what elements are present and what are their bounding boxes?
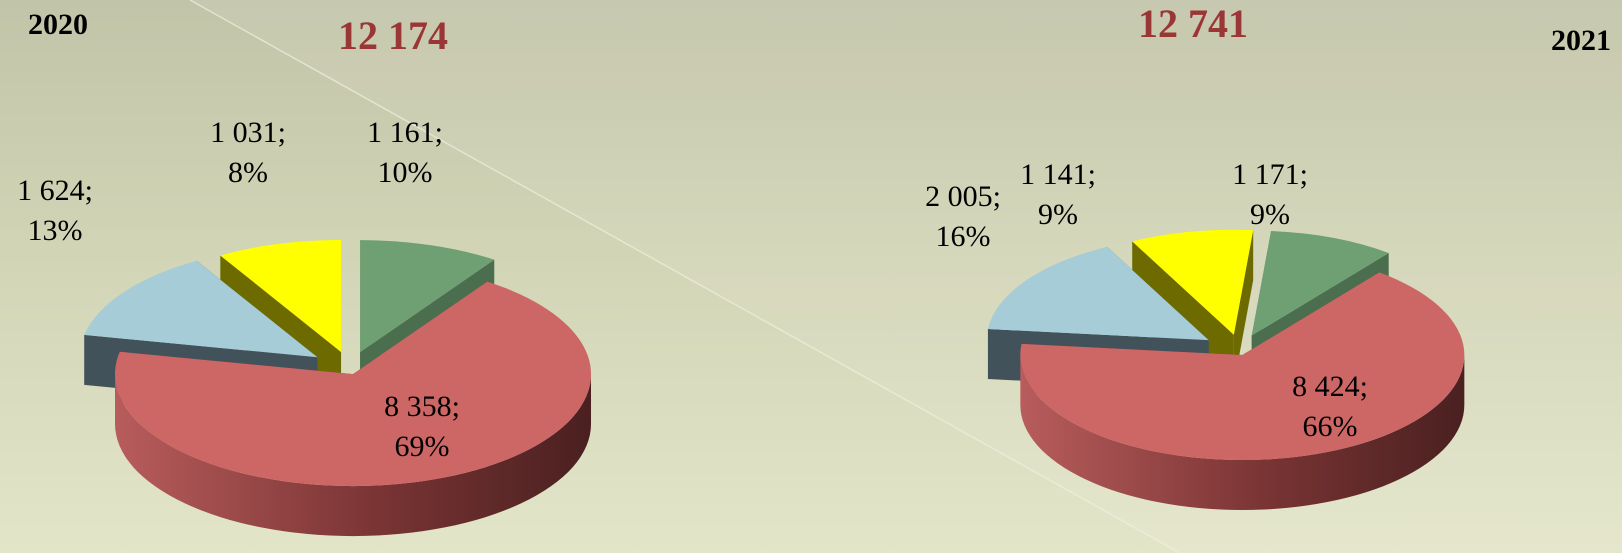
data-label-pct-0-2: 13%: [28, 214, 83, 247]
pie-slice-1-1: [1020, 272, 1465, 511]
year-label-2020: 2020: [28, 8, 88, 41]
pie-slice-0-1: [115, 281, 592, 537]
total-label-2020: 12 174: [338, 13, 448, 58]
data-label-pct-0-1: 69%: [395, 430, 450, 463]
data-label-value-1-2: 2 005;: [925, 180, 1001, 213]
total-label-2021: 12 741: [1138, 1, 1248, 46]
data-label-pct-0-0: 10%: [378, 156, 433, 189]
data-label-pct-1-1: 66%: [1303, 410, 1358, 443]
year-label-2021: 2021: [1551, 24, 1611, 57]
data-label-pct-1-0: 9%: [1250, 198, 1290, 231]
data-label-pct-1-2: 16%: [936, 220, 991, 253]
data-label-pct-1-3: 9%: [1038, 198, 1078, 231]
data-label-value-0-3: 1 031;: [210, 116, 286, 149]
data-label-value-0-1: 8 358;: [384, 390, 460, 423]
data-label-value-1-3: 1 141;: [1020, 158, 1096, 191]
data-label-value-0-0: 1 161;: [367, 116, 443, 149]
data-label-pct-0-3: 8%: [228, 156, 268, 189]
data-label-value-1-1: 8 424;: [1292, 370, 1368, 403]
data-label-value-0-2: 1 624;: [17, 174, 93, 207]
data-label-value-1-0: 1 171;: [1232, 158, 1308, 191]
